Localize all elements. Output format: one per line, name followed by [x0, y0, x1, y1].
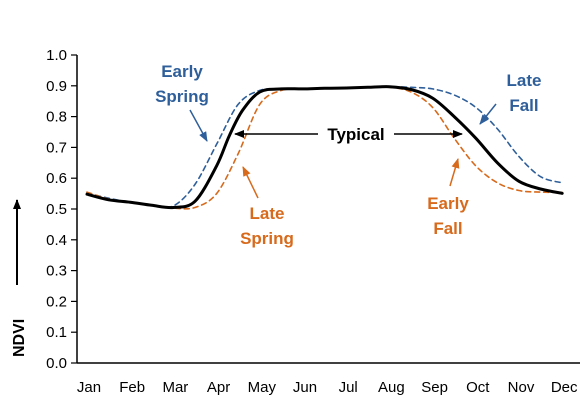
- y-tick-label: 0.7: [46, 139, 67, 156]
- x-tick-label: Jan: [77, 379, 101, 396]
- late-fall-label-line1: Late: [507, 71, 542, 90]
- x-tick-label: Jun: [293, 379, 317, 396]
- y-tick-label: 0.8: [46, 109, 67, 126]
- late-fall-label-line2: Fall: [509, 96, 538, 115]
- y-tick-label: 0.0: [46, 355, 67, 372]
- x-tick-label: Sep: [421, 379, 448, 396]
- x-tick-label: Mar: [162, 379, 188, 396]
- late-spring-label-line1: Late: [250, 204, 285, 223]
- early-spring-arrow: [189, 109, 208, 142]
- y-tick-label: 0.4: [46, 232, 67, 249]
- series-line-typical: [85, 85, 564, 210]
- y-tick-label: 0.5: [46, 201, 67, 218]
- early-fall-arrow: [449, 158, 460, 187]
- late-spring-label-line2: Spring: [240, 229, 294, 248]
- x-tick-label: Jul: [339, 379, 358, 396]
- x-tick-label: Aug: [378, 379, 405, 396]
- typical-label: Typical: [327, 125, 384, 144]
- early-spring-label-line2: Spring: [155, 87, 209, 106]
- x-tick-label: Feb: [119, 379, 145, 396]
- y-axis-ticks: 0.0 0.1 0.2 0.3 0.4 0.5 0.6 0.7 0.8 0.9 1.0: [46, 47, 77, 372]
- y-tick-label: 0.6: [46, 170, 67, 187]
- early-spring-label-line1: Early: [161, 62, 203, 81]
- early-fall-label-line1: Early: [427, 194, 469, 213]
- x-axis-ticks: Jan Feb Mar Apr May Jun Jul Aug Sep Oct Nov Dec: [77, 379, 578, 396]
- x-tick-label: Dec: [551, 379, 578, 396]
- y-tick-label: 0.9: [46, 78, 67, 95]
- x-tick-label: Nov: [508, 379, 535, 396]
- series-group: [85, 85, 564, 210]
- late-fall-arrow: [479, 103, 497, 125]
- late-spring-arrow: [242, 166, 259, 199]
- y-tick-label: 0.1: [46, 324, 67, 341]
- y-tick-label: 0.3: [46, 263, 67, 280]
- x-tick-label: May: [248, 379, 277, 396]
- early-fall-label-line2: Fall: [433, 219, 462, 238]
- y-axis-label: NDVI: [11, 319, 28, 357]
- y-tick-label: 1.0: [46, 47, 67, 64]
- y-tick-label: 0.2: [46, 293, 67, 310]
- x-tick-label: Apr: [207, 379, 230, 396]
- x-tick-label: Oct: [466, 379, 490, 396]
